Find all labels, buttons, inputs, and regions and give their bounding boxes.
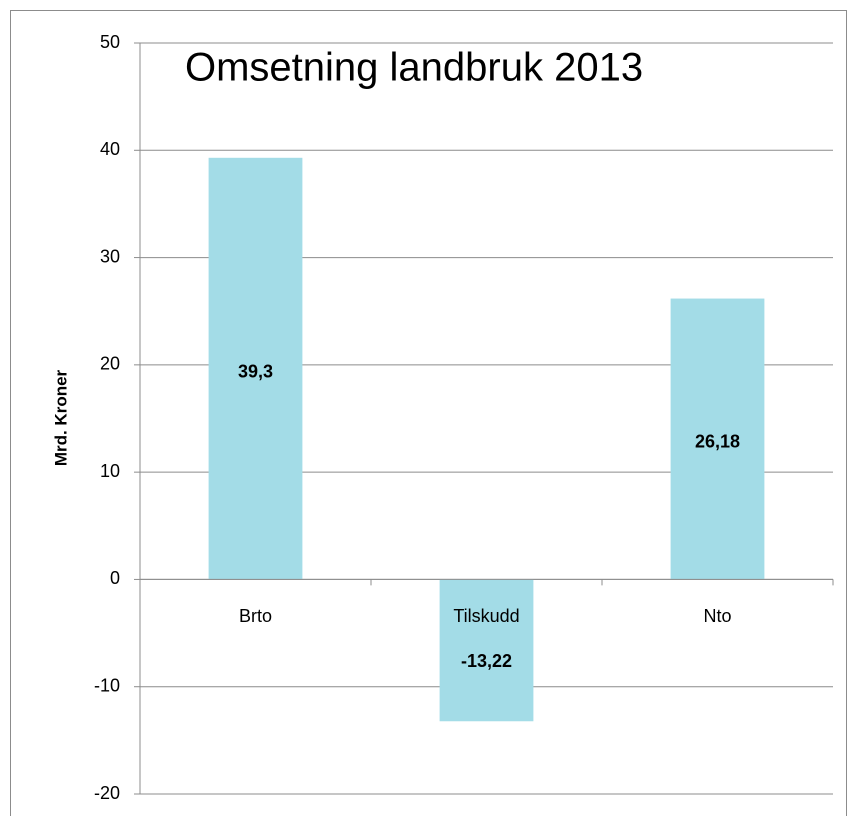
x-tick-label: Brto xyxy=(239,606,272,626)
x-tick-label: Tilskudd xyxy=(453,606,519,626)
y-tick-label: 0 xyxy=(110,568,120,588)
y-tick-label: -10 xyxy=(94,675,120,695)
y-tick-label: 30 xyxy=(100,246,120,266)
data-label: 39,3 xyxy=(238,361,273,381)
data-label: -13,22 xyxy=(461,651,512,671)
data-label: 26,18 xyxy=(695,432,740,452)
y-tick-label: 10 xyxy=(100,461,120,481)
y-axis-label: Mrd. Kroner xyxy=(51,369,70,466)
chart-title: Omsetning landbruk 2013 xyxy=(185,46,643,90)
y-tick-label: 50 xyxy=(100,32,120,52)
x-tick-label: Nto xyxy=(703,606,731,626)
bar xyxy=(208,157,303,580)
y-tick-label: 20 xyxy=(100,354,120,374)
y-tick-label: 40 xyxy=(100,139,120,159)
bar xyxy=(670,298,765,580)
bar xyxy=(439,579,534,722)
y-tick-label: -20 xyxy=(94,783,120,803)
